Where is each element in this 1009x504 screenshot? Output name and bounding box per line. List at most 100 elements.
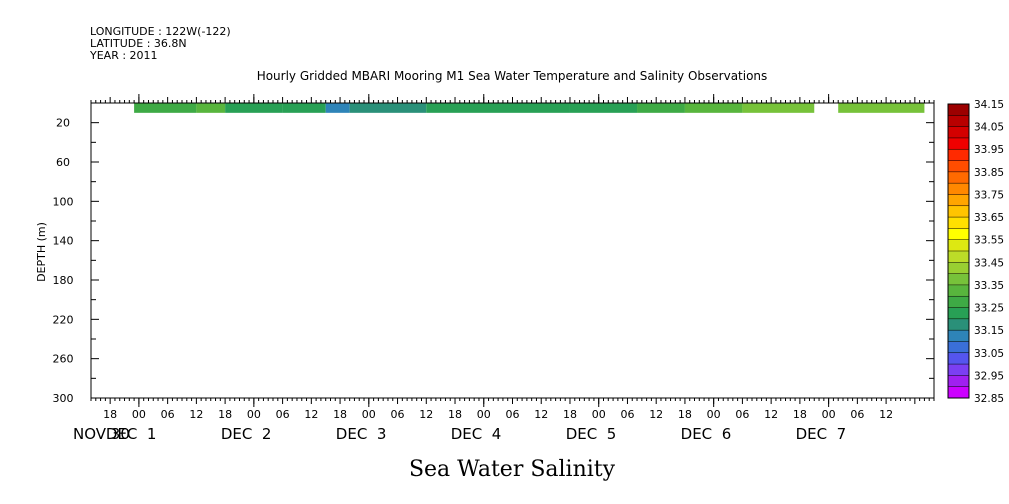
- colorbar-swatch: [948, 341, 969, 354]
- x-hour-label: 00: [592, 408, 606, 421]
- salinity-cell: [325, 103, 350, 113]
- colorbar-swatch: [948, 183, 969, 195]
- salinity-cell: [196, 103, 226, 113]
- colorbar-swatch: [948, 205, 969, 218]
- y-tick-label: 220: [53, 313, 74, 326]
- y-tick-label: 300: [53, 392, 74, 405]
- longitude-label: LONGITUDE : 122W(-122): [90, 25, 231, 38]
- x-date-label: DEC 5: [566, 425, 617, 443]
- x-axis-label: Sea Water Salinity: [409, 457, 616, 482]
- salinity-cell: [512, 103, 570, 113]
- x-hour-label: 06: [276, 408, 290, 421]
- x-hour-label: 12: [764, 408, 778, 421]
- x-hour-label: 12: [879, 408, 893, 421]
- colorbar-label: 32.85: [974, 393, 1004, 405]
- x-hour-label: 18: [103, 408, 117, 421]
- colorbar-swatch: [948, 262, 969, 275]
- plot-frame: [90, 102, 935, 399]
- colorbar-swatch: [948, 217, 969, 229]
- colorbar-swatch: [948, 115, 969, 128]
- x-hour-label: 00: [362, 408, 376, 421]
- x-hour-label: 06: [506, 408, 520, 421]
- salinity-cell: [426, 103, 513, 113]
- salinity-cell: [637, 103, 685, 113]
- y-tick-label: 140: [53, 235, 74, 248]
- colorbar-swatch: [948, 171, 969, 184]
- x-hour-label: 12: [419, 408, 433, 421]
- colorbar-swatch: [948, 160, 969, 173]
- x-hour-label: 18: [678, 408, 692, 421]
- colorbar-label: 33.45: [974, 257, 1004, 269]
- x-hour-label: 00: [822, 408, 836, 421]
- x-hour-label: 18: [563, 408, 577, 421]
- x-hour-label: 18: [333, 408, 347, 421]
- x-hour-label: 06: [620, 408, 634, 421]
- x-hour-label: 12: [534, 408, 548, 421]
- colorbar-label: 33.95: [974, 144, 1004, 156]
- x-hour-label: 06: [161, 408, 175, 421]
- salinity-cell: [225, 103, 283, 113]
- x-date-label: DEC 4: [451, 425, 502, 443]
- salinity-cell: [742, 103, 815, 113]
- y-tick-label: 180: [53, 274, 74, 287]
- x-hour-label: 18: [793, 408, 807, 421]
- y-axis-label: DEPTH (m): [35, 222, 48, 282]
- colorbar-swatch: [948, 364, 969, 376]
- y-tick-label: 260: [53, 353, 74, 366]
- x-hour-label: 00: [247, 408, 261, 421]
- colorbar-label: 33.75: [974, 189, 1004, 201]
- x-date-label: NOV 30: [73, 425, 130, 443]
- colorbar-swatch: [948, 194, 969, 207]
- colorbar-swatch: [948, 149, 969, 161]
- chart-title: Hourly Gridded MBARI Mooring M1 Sea Wate…: [257, 69, 768, 83]
- x-hour-label: 18: [218, 408, 232, 421]
- salinity-cell: [684, 103, 743, 113]
- y-tick-label: 60: [56, 156, 70, 169]
- salinity-cell: [134, 103, 197, 113]
- x-hour-label: 00: [132, 408, 146, 421]
- x-hour-label: 00: [477, 408, 491, 421]
- colorbar-label: 34.15: [974, 99, 1004, 111]
- plot-area: 20 60 100 140 180 220 260 300 18 00 06 12 18 00 06 12 18…: [53, 94, 935, 443]
- colorbar-label: 33.35: [974, 280, 1004, 292]
- x-date-label: DEC 2: [221, 425, 272, 443]
- colorbar-swatch: [948, 352, 969, 365]
- colorbar-label: 33.15: [974, 325, 1004, 337]
- x-hour-label: 12: [304, 408, 318, 421]
- colorbar-label: 33.05: [974, 348, 1004, 360]
- x-hour-label: 00: [707, 408, 721, 421]
- x-hour-label: 06: [391, 408, 405, 421]
- salinity-cell: [282, 103, 326, 113]
- colorbar-swatch: [948, 284, 969, 297]
- y-tick-label: 100: [53, 195, 74, 208]
- x-hour-label: 18: [448, 408, 462, 421]
- colorbar-swatch: [948, 375, 969, 388]
- colorbar-swatch: [948, 318, 969, 331]
- colorbar-swatch: [948, 296, 969, 308]
- x-date-label: DEC 3: [336, 425, 387, 443]
- colorbar: 34.15 34.05 33.95 33.85 33.75 33.65 33.55 33.45…: [947, 99, 1004, 405]
- colorbar-label: 33.85: [974, 167, 1004, 179]
- x-hour-label: 12: [189, 408, 203, 421]
- x-date-label: DEC 7: [796, 425, 847, 443]
- colorbar-swatch: [948, 273, 969, 286]
- year-label: YEAR : 2011: [89, 49, 158, 62]
- y-tick-label: 20: [56, 117, 70, 130]
- x-hour-label: 12: [649, 408, 663, 421]
- colorbar-label: 33.55: [974, 235, 1004, 247]
- x-date-label: DEC 6: [681, 425, 732, 443]
- x-hour-label: 06: [850, 408, 864, 421]
- colorbar-swatch: [948, 251, 969, 263]
- colorbar-label: 34.05: [974, 122, 1004, 134]
- colorbar-label: 32.95: [974, 370, 1004, 382]
- colorbar-label: 33.65: [974, 212, 1004, 224]
- colorbar-swatch: [948, 330, 969, 342]
- colorbar-swatch: [948, 239, 969, 252]
- salinity-cell: [349, 103, 427, 113]
- colorbar-swatch: [948, 126, 969, 139]
- salinity-cell: [569, 103, 638, 113]
- colorbar-swatch: [948, 386, 969, 399]
- colorbar-swatch: [948, 104, 969, 116]
- colorbar-swatch: [948, 307, 969, 320]
